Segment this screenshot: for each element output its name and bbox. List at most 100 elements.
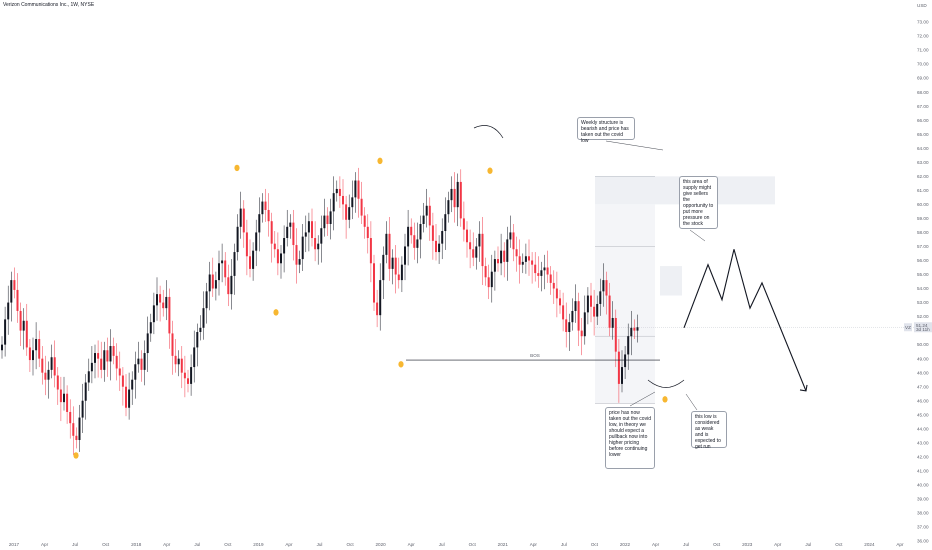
y-tick-label: 64.00 bbox=[917, 146, 929, 151]
x-tick-label: Apr bbox=[896, 542, 904, 547]
candle-body bbox=[205, 291, 208, 309]
note-supply-area-text: this area of supply might give sellers t… bbox=[683, 179, 714, 227]
x-tick-label: Jul bbox=[439, 542, 445, 547]
candle-body bbox=[106, 350, 109, 362]
candle-body bbox=[128, 389, 131, 408]
x-tick-label: Apr bbox=[530, 542, 538, 547]
y-tick-label: 61.00 bbox=[917, 188, 929, 193]
y-tick-label: 73.00 bbox=[917, 20, 929, 25]
candle-body bbox=[233, 252, 236, 276]
candle-body bbox=[245, 232, 248, 257]
candle-body bbox=[593, 306, 596, 317]
candle-body bbox=[602, 280, 605, 292]
y-tick-label: 67.00 bbox=[917, 104, 929, 109]
candle-body bbox=[28, 347, 31, 361]
candle-body bbox=[156, 294, 158, 306]
x-tick-label: 2017 bbox=[9, 542, 20, 547]
note-weekly-structure[interactable]: Weekly structure is bearish and price ha… bbox=[577, 117, 635, 144]
candle-body bbox=[152, 305, 155, 323]
y-tick-label: 72.00 bbox=[917, 34, 929, 39]
candle-body bbox=[475, 246, 478, 258]
y-tick-label: 46.00 bbox=[917, 398, 929, 403]
candle-body bbox=[574, 301, 577, 311]
candle-body bbox=[407, 226, 410, 247]
y-tick-label: 63.00 bbox=[917, 160, 929, 165]
candle-body bbox=[81, 400, 84, 418]
note-pullback-text: price has now taken out the covid low, i… bbox=[609, 410, 651, 458]
y-tick-label: 48.00 bbox=[917, 370, 929, 375]
candle-body bbox=[419, 224, 422, 240]
candle-body bbox=[552, 282, 555, 289]
candle-body bbox=[317, 243, 320, 250]
candle-body bbox=[84, 382, 87, 401]
candle-body bbox=[332, 193, 335, 212]
candle-body bbox=[143, 353, 146, 370]
candle-body bbox=[515, 249, 518, 257]
y-axis-currency: USD bbox=[917, 3, 927, 8]
y-tick-label: 36.00 bbox=[917, 539, 929, 544]
x-tick-label: 2024 bbox=[864, 542, 875, 547]
swing-markers-layer bbox=[73, 157, 668, 459]
y-tick-label: 45.00 bbox=[917, 412, 929, 417]
candle-body bbox=[630, 327, 633, 337]
x-tick-label: Jul bbox=[561, 542, 567, 547]
note-pullback[interactable]: price has now taken out the covid low, i… bbox=[605, 407, 655, 469]
candle-body bbox=[605, 280, 608, 296]
candle-body bbox=[373, 263, 375, 303]
candle-body bbox=[580, 330, 583, 337]
candle-body bbox=[633, 327, 636, 331]
candle-body bbox=[140, 358, 143, 370]
candle-body bbox=[227, 277, 230, 295]
candle-body bbox=[174, 355, 177, 365]
candle-body bbox=[528, 256, 530, 261]
candle-body bbox=[314, 238, 317, 250]
note-weak-low[interactable]: this low is considered as weak and is ex… bbox=[691, 411, 727, 450]
candle-body bbox=[490, 271, 493, 288]
note-supply-area[interactable]: this area of supply might give sellers t… bbox=[679, 176, 718, 229]
candle-body bbox=[16, 289, 19, 311]
candle-body bbox=[435, 240, 437, 253]
candle-body bbox=[311, 221, 313, 239]
y-tick-label: 40.00 bbox=[917, 482, 929, 487]
candle-body bbox=[453, 188, 456, 208]
candle-body bbox=[66, 393, 69, 412]
swing-marker bbox=[377, 157, 383, 165]
candle-body bbox=[261, 201, 264, 215]
candle-body bbox=[611, 317, 614, 328]
projection-arrowhead bbox=[799, 384, 808, 392]
candle-body bbox=[307, 221, 310, 233]
y-tick-label: 58.00 bbox=[917, 230, 929, 235]
candle-body bbox=[118, 368, 121, 376]
candle-body bbox=[4, 319, 7, 345]
candle-body bbox=[267, 209, 270, 222]
candle-body bbox=[183, 372, 186, 379]
candle-body bbox=[391, 257, 394, 269]
candle-body bbox=[255, 232, 258, 251]
candle-body bbox=[459, 181, 462, 219]
x-tick-label: Jul bbox=[317, 542, 323, 547]
y-tick-label: 68.00 bbox=[917, 90, 929, 95]
candle-body bbox=[19, 310, 22, 331]
y-tick-label: 50.00 bbox=[917, 342, 929, 347]
swing-marker bbox=[273, 309, 279, 316]
minor-supply-zone bbox=[660, 266, 682, 296]
candle-body bbox=[199, 327, 202, 333]
candle-body bbox=[462, 218, 465, 230]
candle-body bbox=[379, 280, 382, 316]
countdown-tag: 3d 11h bbox=[916, 327, 930, 332]
candle-body bbox=[363, 215, 366, 227]
candle-body bbox=[568, 322, 571, 333]
candle-body bbox=[596, 303, 599, 317]
candle-body bbox=[400, 264, 403, 281]
x-tick-label: Apr bbox=[163, 542, 171, 547]
candle-body bbox=[469, 242, 472, 250]
candle-body bbox=[162, 302, 165, 309]
candle-body bbox=[565, 319, 568, 333]
candle-body bbox=[413, 235, 416, 248]
candle-body bbox=[571, 310, 574, 323]
x-tick-label: Jul bbox=[194, 542, 200, 547]
candle-body bbox=[338, 188, 341, 196]
candle-body bbox=[121, 375, 124, 387]
x-tick-label: Oct bbox=[346, 542, 354, 547]
